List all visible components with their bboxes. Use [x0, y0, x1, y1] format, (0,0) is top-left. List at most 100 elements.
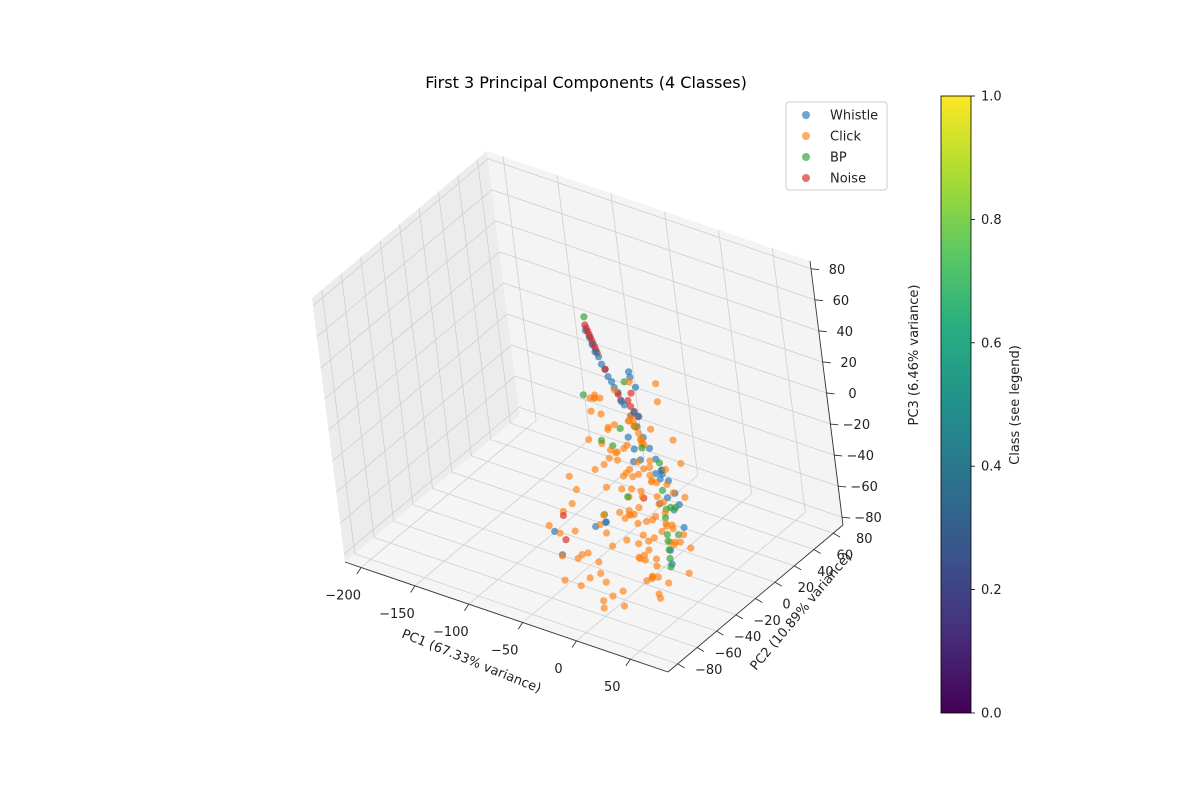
data-point-click — [665, 579, 673, 587]
data-point-click — [654, 573, 662, 581]
data-point-bp — [620, 378, 628, 386]
data-point-whistle — [625, 368, 633, 376]
data-point-bp — [661, 514, 670, 522]
data-point-whistle — [624, 433, 632, 441]
y-tick-label: 40 — [817, 565, 834, 580]
z-gridline — [339, 375, 516, 524]
y-gridline — [412, 504, 737, 616]
data-point-click — [556, 529, 564, 537]
data-point-whistle — [617, 397, 625, 405]
y-gridline — [471, 455, 795, 567]
data-point-noise — [627, 389, 635, 397]
y-tick-mark — [794, 565, 802, 571]
data-point-click — [585, 436, 593, 444]
data-point-click — [602, 483, 611, 491]
scatter-points — [545, 313, 695, 612]
legend-label-bp: BP — [830, 151, 847, 166]
data-point-click — [650, 534, 658, 542]
axis-ticks: −200−150−100−50050−80−60−40−20020406080−… — [325, 263, 881, 695]
data-point-bp — [667, 503, 675, 511]
colorbar-label: Class (see legend) — [1008, 345, 1023, 465]
data-point-click — [624, 417, 632, 425]
y-tick-mark — [755, 598, 763, 603]
data-point-bp — [658, 486, 667, 494]
colorbar-tick-label: 0.8 — [981, 213, 1002, 228]
data-point-click — [662, 520, 670, 528]
data-point-click — [640, 465, 648, 473]
legend-marker-whistle — [802, 111, 810, 119]
legend-marker-noise — [802, 174, 810, 182]
x-tick-mark — [464, 603, 470, 612]
data-point-click — [687, 544, 695, 552]
z-tick-mark — [810, 268, 820, 271]
grid-lines — [312, 156, 843, 665]
y-tick-mark — [696, 647, 705, 652]
data-point-whistle — [635, 412, 643, 421]
y-tick-label: −80 — [695, 663, 722, 678]
data-point-click — [653, 493, 661, 501]
colorbar-tick-label: 0.6 — [981, 336, 1002, 351]
z-tick-mark — [826, 392, 835, 395]
data-point-noise — [601, 365, 609, 373]
z-tick-label: 0 — [848, 387, 856, 402]
z-tick-mark — [830, 423, 839, 426]
data-point-click — [616, 508, 624, 516]
data-point-click — [646, 457, 654, 465]
data-point-click — [603, 529, 611, 537]
legend: Whistle Click BP Noise — [785, 101, 888, 191]
z-gridline — [491, 189, 815, 301]
data-point-click — [558, 552, 567, 560]
z-gridline — [336, 344, 512, 493]
z-gridline — [515, 375, 839, 487]
legend-marker-click — [802, 132, 810, 140]
data-point-click — [635, 429, 643, 437]
x-tick-mark — [356, 567, 362, 575]
data-point-click — [608, 542, 617, 550]
z-gridline — [499, 251, 823, 363]
data-point-click — [577, 582, 585, 590]
data-point-click — [596, 394, 604, 402]
legend-label-noise: Noise — [830, 172, 866, 187]
data-point-click — [604, 425, 612, 434]
data-point-click — [600, 511, 608, 519]
data-point-click — [643, 517, 651, 526]
z-gridline — [332, 313, 508, 462]
data-point-click — [643, 577, 651, 585]
y-gridline — [432, 488, 756, 599]
x-axis-line — [344, 561, 669, 673]
data-point-click — [587, 407, 595, 415]
data-point-click — [635, 504, 643, 512]
data-point-click — [618, 485, 626, 493]
z-tick-mark — [814, 299, 823, 302]
data-point-click — [670, 541, 678, 549]
z-tick-mark — [838, 485, 847, 488]
x-tick-mark — [410, 585, 416, 593]
y-tick-label: −20 — [753, 614, 780, 629]
data-point-click — [634, 519, 642, 528]
y-tick-mark — [774, 581, 782, 587]
data-point-click — [561, 576, 569, 584]
z-gridline — [503, 282, 827, 394]
data-point-bp — [667, 563, 675, 571]
data-point-click — [619, 587, 627, 595]
y-tick-label: 80 — [856, 532, 873, 547]
x-axis-label: PC1 (67.33% variance) — [399, 627, 543, 697]
data-point-click — [645, 537, 653, 545]
z-gridline — [507, 313, 831, 425]
data-point-click — [629, 473, 637, 481]
data-point-bp — [624, 493, 632, 501]
data-point-click — [638, 493, 647, 501]
x-tick-label: 0 — [554, 662, 562, 677]
data-point-whistle — [652, 470, 660, 478]
data-point-click — [600, 460, 608, 469]
y-tick-mark — [833, 532, 841, 538]
data-point-click — [568, 500, 576, 508]
x-tick-label: −50 — [491, 644, 518, 659]
legend-marker-bp — [802, 153, 810, 161]
y-tick-mark — [677, 663, 685, 669]
data-point-click — [625, 510, 633, 519]
colorbar-tick-label: 0.4 — [981, 460, 1002, 475]
data-point-noise — [562, 536, 570, 544]
z-gridline — [495, 220, 819, 332]
